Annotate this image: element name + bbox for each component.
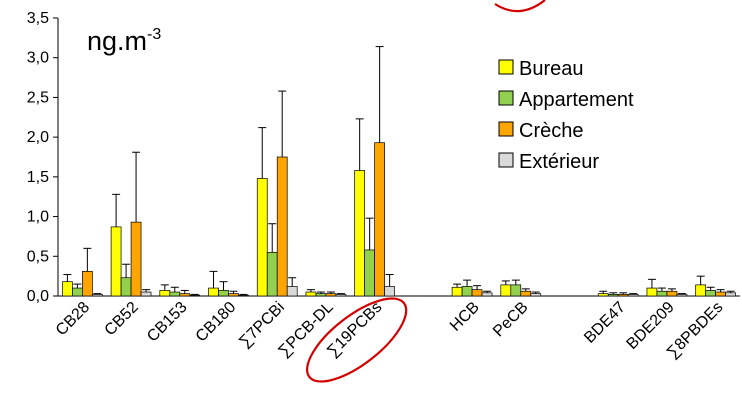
- bar-creche-cb180: [228, 293, 239, 297]
- legend-swatch-bureau: [498, 59, 514, 75]
- bar-exterieur-cb52: [140, 291, 152, 297]
- bar-appartement-bde209: [656, 290, 668, 297]
- bar-bureau-cb180: [208, 287, 219, 297]
- bar-creche-cb153: [179, 293, 191, 297]
- bar-exterieur-cb180: [238, 294, 249, 297]
- bar-bureau-cb28: [62, 281, 73, 297]
- legend-label-appartement: Appartement: [519, 89, 634, 111]
- y-tick-label: 3,5: [27, 10, 49, 27]
- bar-exterieur-bde47: [627, 294, 639, 297]
- bar-appartement-pecb: [510, 284, 522, 297]
- y-tick-label: 1,0: [27, 209, 49, 226]
- bar-creche-pecb: [520, 290, 532, 297]
- bar-exterieur-sum-pcb-dl: [335, 294, 347, 297]
- highlight-ellipse-partial: [494, 0, 546, 13]
- bar-creche-sum-pcb-dl: [325, 293, 337, 297]
- category-labels: CB28 CB52 CB153 CB180∑7PCBi∑PCB-DL∑19PCBs HC…: [53, 299, 727, 362]
- bar-creche-bde209: [666, 290, 678, 297]
- bar-bureau-sum-7pcbi: [256, 178, 268, 297]
- category-label-hcb: HCB: [447, 299, 483, 335]
- category-label-cb28: CB28: [53, 299, 93, 339]
- unit-label: ng.m-3: [87, 26, 161, 56]
- y-tick-label: 2,5: [27, 89, 49, 106]
- axes: [57, 18, 740, 297]
- bar-appartement-cb52: [120, 277, 132, 297]
- bar-creche-sum-19pcbs: [374, 142, 385, 297]
- bar-bureau-sum-pcb-dl: [305, 291, 317, 297]
- bar-appartement-cb180: [218, 290, 229, 297]
- bar-appartement-bde47: [607, 294, 619, 297]
- bar-creche-bde47: [617, 294, 629, 297]
- bar-exterieur-sum-8pbdes: [725, 292, 736, 297]
- bar-exterieur-sum-19pcbs: [384, 286, 395, 297]
- bar-appartement-sum-19pcbs: [364, 249, 375, 297]
- highlight-ellipse: [306, 297, 408, 383]
- bar-appartement-sum-pcb-dl: [315, 293, 327, 297]
- bar-bureau-cb153: [159, 290, 171, 297]
- unit-exponent: -3: [147, 26, 161, 43]
- bar-appartement-sum-7pcbi: [266, 251, 278, 297]
- unit-base: ng.m: [87, 26, 147, 56]
- y-tick-label: 3,0: [27, 50, 49, 67]
- y-tick-labels: 0,0 0,5 1,0 1,5 2,0 2,5 3,0 3,5: [27, 10, 58, 305]
- bar-exterieur-pecb: [530, 293, 542, 297]
- error-bars-layer: [63, 46, 735, 296]
- bar-bureau-hcb: [451, 286, 463, 297]
- bar-exterieur-cb153: [189, 294, 201, 297]
- bar-exterieur-cb28: [91, 294, 103, 297]
- bar-bureau-pecb: [500, 284, 512, 297]
- y-tick-label: 0,5: [27, 248, 49, 265]
- category-label-cb180: CB180: [193, 299, 240, 346]
- bar-exterieur-bde209: [676, 294, 688, 297]
- bar-creche-cb52: [130, 221, 142, 297]
- legend-swatch-appartement: [498, 90, 514, 106]
- category-label-cb52: CB52: [102, 299, 142, 339]
- category-label-pecb: PeCB: [490, 299, 532, 341]
- category-label-bde47: BDE47: [581, 299, 629, 347]
- legend-label-exterieur: Extérieur: [519, 151, 599, 173]
- bar-appartement-hcb: [461, 286, 473, 297]
- legend-swatch-creche: [498, 121, 514, 137]
- bar-bureau-sum-8pbdes: [695, 284, 707, 297]
- bar-creche-cb28: [82, 271, 93, 297]
- category-label-cb153: CB153: [144, 299, 191, 346]
- bar-creche-sum-8pbdes: [715, 291, 726, 297]
- bar-appartement-sum-8pbdes: [705, 290, 716, 297]
- y-tick-label: 0,0: [27, 288, 49, 305]
- bar-bureau-bde209: [646, 287, 658, 297]
- bar-bureau-sum-19pcbs: [354, 170, 366, 297]
- y-tick-label: 1,5: [27, 169, 49, 186]
- legend-label-bureau: Bureau: [519, 58, 584, 80]
- bars-layer: [62, 142, 736, 297]
- bar-appartement-cb153: [169, 291, 181, 297]
- bar-appartement-cb28: [72, 287, 83, 297]
- bar-bureau-bde47: [597, 293, 609, 297]
- bar-exterieur-hcb: [481, 292, 493, 297]
- highlight-layer: [306, 0, 546, 383]
- bar-creche-sum-7pcbi: [276, 156, 288, 297]
- bar-creche-hcb: [471, 289, 483, 297]
- bar-bureau-cb52: [110, 226, 122, 297]
- legend-label-creche: Crèche: [519, 120, 583, 142]
- bar-exterieur-sum-7pcbi: [286, 286, 298, 297]
- y-tick-label: 2,0: [27, 129, 49, 146]
- legend-swatch-exterieur: [498, 152, 514, 168]
- legend: Bureau Appartement Crèche Extérieur: [498, 58, 634, 173]
